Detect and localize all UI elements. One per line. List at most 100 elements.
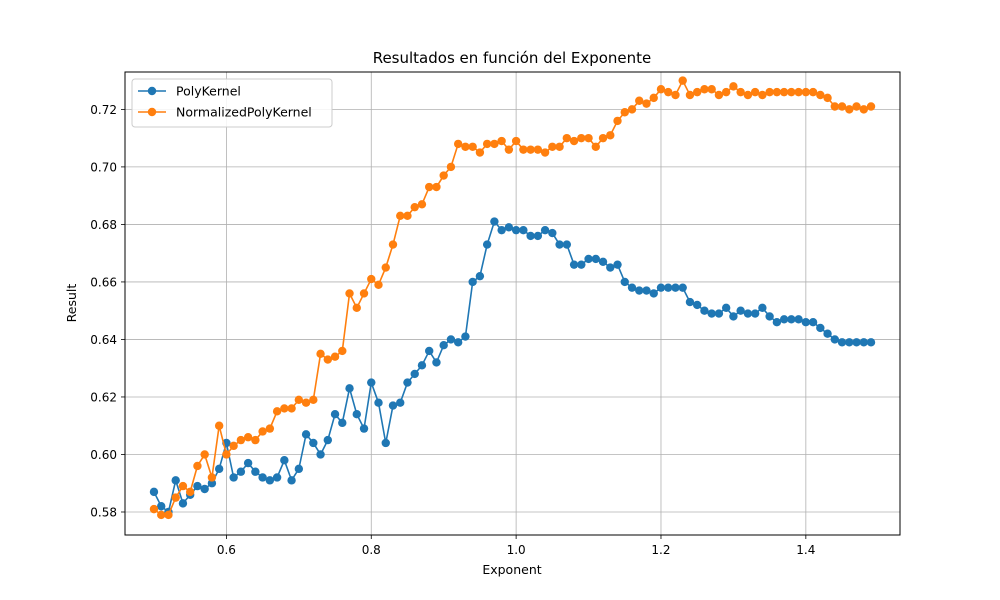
data-point xyxy=(323,435,333,445)
data-point xyxy=(519,145,528,154)
data-point xyxy=(866,102,876,111)
data-point xyxy=(482,240,492,249)
data-point xyxy=(417,200,427,209)
data-point xyxy=(287,476,296,485)
plot-frame xyxy=(124,71,901,536)
data-point xyxy=(388,240,398,249)
data-point xyxy=(729,312,738,321)
data-point xyxy=(700,85,709,94)
data-point xyxy=(555,240,564,249)
data-point xyxy=(714,309,724,318)
data-point xyxy=(316,349,325,359)
data-point xyxy=(649,93,658,103)
data-point xyxy=(808,317,818,327)
data-point xyxy=(613,116,622,126)
data-point xyxy=(432,182,441,192)
series-line xyxy=(153,219,872,514)
data-point xyxy=(330,352,340,361)
data-point xyxy=(598,133,608,143)
data-point xyxy=(157,502,166,511)
data-point xyxy=(171,476,180,485)
data-point xyxy=(222,450,231,459)
data-point xyxy=(301,430,311,439)
data-point xyxy=(330,410,340,419)
data-point xyxy=(511,225,521,235)
data-point xyxy=(265,476,275,485)
x-tick-label: 0.8 xyxy=(362,543,381,557)
grid xyxy=(125,72,900,535)
data-point xyxy=(446,162,456,172)
data-point xyxy=(280,456,289,465)
data-point xyxy=(671,90,680,100)
data-point xyxy=(468,277,477,287)
data-point xyxy=(345,289,354,298)
data-point xyxy=(309,438,318,448)
data-point xyxy=(149,487,159,497)
data-point xyxy=(207,479,217,488)
data-point xyxy=(236,435,246,445)
data-point xyxy=(627,283,637,292)
data-point xyxy=(287,404,296,413)
data-point xyxy=(816,90,825,100)
data-point xyxy=(721,303,731,313)
data-point xyxy=(540,148,550,157)
data-point xyxy=(294,464,304,474)
data-point xyxy=(301,398,311,407)
data-point xyxy=(620,277,629,287)
series-layer xyxy=(149,76,876,520)
data-point xyxy=(381,438,390,448)
data-point xyxy=(490,139,499,149)
x-tick-label: 0.6 xyxy=(217,543,236,557)
data-point xyxy=(548,142,557,151)
data-point xyxy=(185,487,195,497)
data-point xyxy=(265,424,275,433)
y-tick-label: 0.58 xyxy=(90,505,117,519)
data-point xyxy=(367,274,376,284)
data-point xyxy=(664,87,673,97)
data-point xyxy=(178,481,188,491)
data-point xyxy=(374,280,383,290)
data-point xyxy=(533,231,543,241)
data-point xyxy=(787,87,796,97)
data-point xyxy=(272,407,282,416)
legend-label: PolyKernel xyxy=(176,84,241,99)
data-point xyxy=(750,87,760,97)
data-point xyxy=(765,312,774,321)
data-point xyxy=(837,102,847,111)
data-point xyxy=(258,427,267,436)
data-point xyxy=(758,303,767,313)
data-point xyxy=(635,96,644,105)
data-point xyxy=(345,384,354,393)
data-point xyxy=(678,76,687,85)
data-point xyxy=(714,90,724,100)
data-point xyxy=(787,315,796,324)
data-point xyxy=(591,254,600,264)
legend-marker xyxy=(147,107,157,117)
data-point xyxy=(577,260,586,269)
data-point xyxy=(316,450,325,459)
data-point xyxy=(765,87,774,97)
legend-label: NormalizedPolyKernel xyxy=(176,105,312,120)
legend-box xyxy=(131,78,333,128)
data-point xyxy=(743,309,753,318)
data-point xyxy=(157,510,166,520)
y-tick-label: 0.66 xyxy=(90,275,117,289)
data-point xyxy=(562,240,572,249)
y-tick-label: 0.70 xyxy=(90,160,117,174)
data-point xyxy=(171,493,180,502)
data-point xyxy=(410,202,419,212)
data-point xyxy=(707,85,716,94)
data-point xyxy=(721,87,731,97)
data-point xyxy=(823,93,832,103)
data-point xyxy=(251,467,260,476)
data-point xyxy=(453,139,463,149)
data-point xyxy=(664,283,673,292)
data-point xyxy=(243,433,253,442)
data-point xyxy=(772,317,782,327)
data-point xyxy=(736,87,745,97)
data-point xyxy=(294,395,304,405)
data-point xyxy=(606,131,615,140)
data-point xyxy=(475,148,485,157)
data-point xyxy=(627,105,637,114)
